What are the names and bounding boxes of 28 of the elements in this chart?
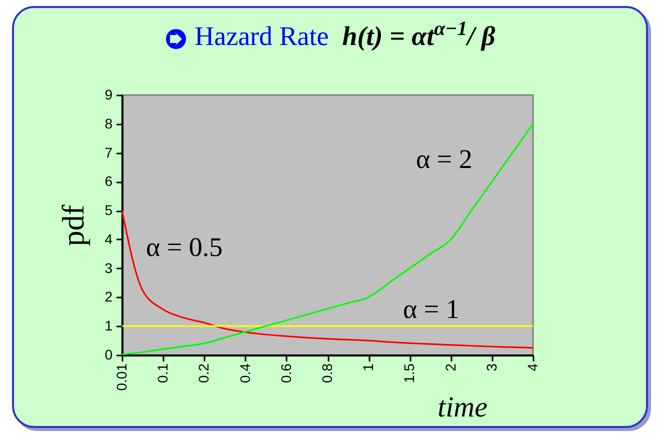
y-tick-label: 4 <box>104 230 113 247</box>
chart-title: Hazard Rate h(t) = αt$^{α−1}$/ β <box>194 18 496 51</box>
y-tick-label: 2 <box>104 288 113 305</box>
series-label: α = 0.5 <box>146 232 223 262</box>
x-tick-label: 0.2 <box>196 363 212 383</box>
series-label: α = 1 <box>403 294 460 324</box>
y-axis-title: pdf <box>56 204 91 246</box>
x-tick-label: 1 <box>360 363 376 372</box>
series-label: α = 2 <box>416 144 472 174</box>
y-tick-label: 7 <box>104 144 113 160</box>
x-tick-label: 0.01 <box>114 363 130 391</box>
x-tick-label: 0.1 <box>154 363 171 383</box>
y-tick-label: 6 <box>104 173 113 190</box>
y-tick-label: 5 <box>104 202 113 218</box>
line-series <box>121 210 534 349</box>
x-axis-title: time <box>438 392 488 424</box>
y-tick-label: 0 <box>104 346 113 362</box>
y-tick-label: 8 <box>104 115 113 132</box>
x-tick-label: 4 <box>524 363 540 372</box>
x-tick-label: 0.4 <box>236 363 253 383</box>
x-tick-label: 1.5 <box>401 363 418 383</box>
x-tick-label: 2 <box>442 363 458 372</box>
y-tick-label: 1 <box>104 318 113 334</box>
x-tick-label: 3 <box>483 363 500 372</box>
y-tick-label: 3 <box>104 260 113 276</box>
y-tick-label: 9 <box>104 86 113 102</box>
x-tick-label: 0.8 <box>319 363 335 383</box>
x-tick-label: 0.6 <box>278 363 294 383</box>
